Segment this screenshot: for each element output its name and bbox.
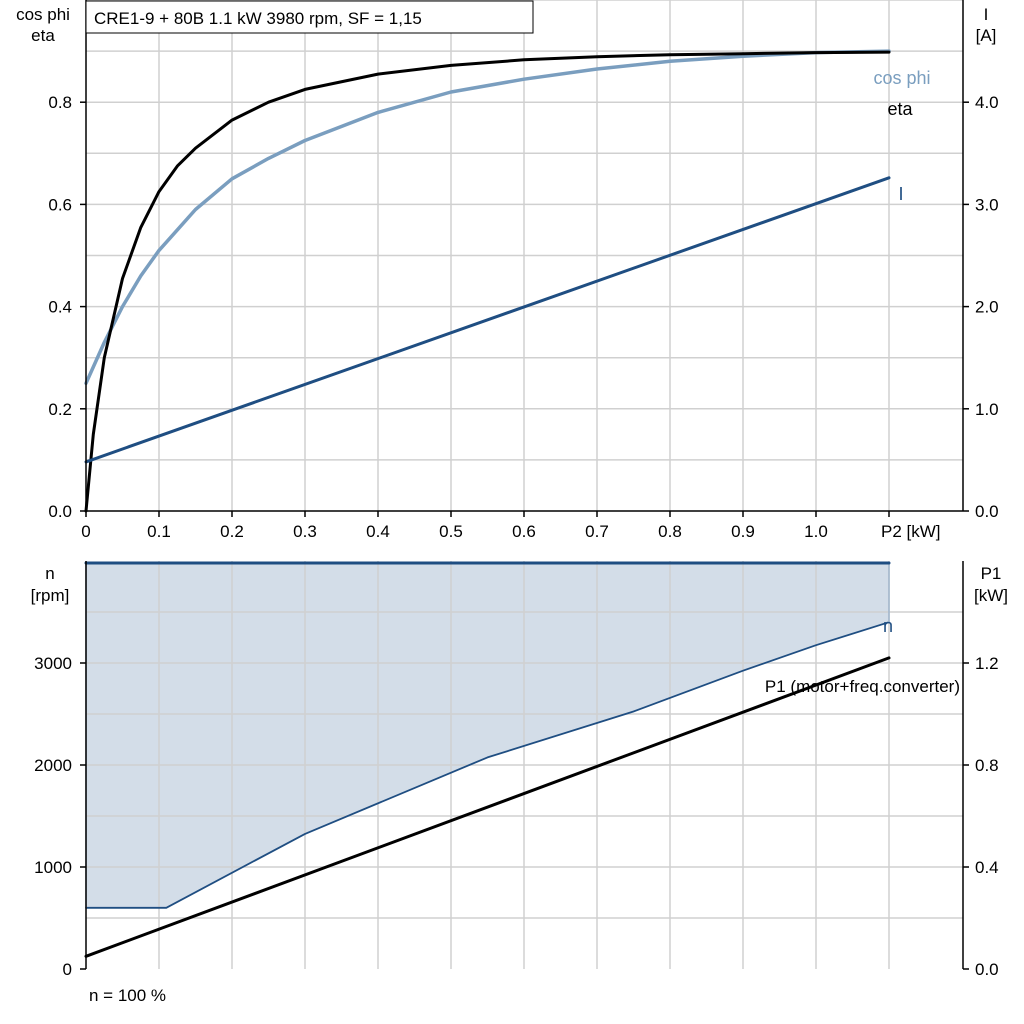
eta-series-label: eta xyxy=(887,99,913,119)
top-left-tick-label: 0.8 xyxy=(48,93,72,112)
top-x-tick-label: 0 xyxy=(81,522,90,541)
top-right-axis-title-line1: I xyxy=(984,5,989,24)
bottom-left-tick-label: 0 xyxy=(63,960,72,979)
top-x-tick-label: 0.2 xyxy=(220,522,244,541)
speed-percentage-note: n = 100 % xyxy=(89,986,166,1005)
title-box xyxy=(85,0,534,34)
top-x-tick-label: 0.3 xyxy=(293,522,317,541)
bottom-right-tick-label: 0.0 xyxy=(975,960,999,979)
bottom-right-axis-title-line2: [kW] xyxy=(974,586,1008,605)
top-x-tick-label: 0.7 xyxy=(585,522,609,541)
current-series-label: I xyxy=(898,184,903,204)
bottom-left-tick-label: 2000 xyxy=(34,756,72,775)
top-left-tick-label: 0.4 xyxy=(48,298,72,317)
bottom-right-axis-title-line1: P1 xyxy=(981,564,1002,583)
top-x-tick-label: 0.4 xyxy=(366,522,390,541)
top-right-tick-label: 3.0 xyxy=(975,195,999,214)
current-line xyxy=(84,176,891,464)
top-left-tick-label: 0.0 xyxy=(48,502,72,521)
cos-phi-line xyxy=(84,49,891,386)
top-left-axis-title-line2: eta xyxy=(31,26,55,45)
bottom-left-tick-label: 3000 xyxy=(34,654,72,673)
bottom-right-tick-label: 0.8 xyxy=(975,756,999,775)
top-left-tick-label: 0.2 xyxy=(48,400,72,419)
bottom-left-tick-label: 1000 xyxy=(34,858,72,877)
top-x-tick-label: 0.8 xyxy=(658,522,682,541)
top-x-tick-label: 1.0 xyxy=(804,522,828,541)
top-right-tick-label: 4.0 xyxy=(975,93,999,112)
speed-range-band xyxy=(86,563,889,908)
bottom-left-axis-title-line2: [rpm] xyxy=(31,586,70,605)
top-x-tick-label: 0.6 xyxy=(512,522,536,541)
top-left-axis-title-line1: cos phi xyxy=(16,5,70,24)
cos-phi-series-label: cos phi xyxy=(873,68,930,88)
bottom-left-axis-title-line1: n xyxy=(45,564,54,583)
top-left-tick-label: 0.6 xyxy=(48,195,72,214)
chart-title: CRE1-9 + 80B 1.1 kW 3980 rpm, SF = 1,15 xyxy=(94,9,422,28)
top-right-tick-label: 2.0 xyxy=(975,298,999,317)
eta-line xyxy=(84,50,891,513)
bottom-right-tick-label: 1.2 xyxy=(975,654,999,673)
x-axis-label: P2 [kW] xyxy=(881,522,941,541)
p1-series-label: P1 (motor+freq.converter) xyxy=(765,677,960,696)
top-right-axis-title-line2: [A] xyxy=(976,26,997,45)
top-x-tick-label: 0.9 xyxy=(731,522,755,541)
bottom-right-tick-label: 0.4 xyxy=(975,858,999,877)
top-x-tick-label: 0.1 xyxy=(147,522,171,541)
p1-line xyxy=(84,656,891,958)
speed-series-label: n xyxy=(883,616,893,636)
p1-upper-limit-line xyxy=(85,621,890,909)
top-right-tick-label: 0.0 xyxy=(975,502,999,521)
top-right-tick-label: 1.0 xyxy=(975,400,999,419)
top-x-tick-label: 0.5 xyxy=(439,522,463,541)
